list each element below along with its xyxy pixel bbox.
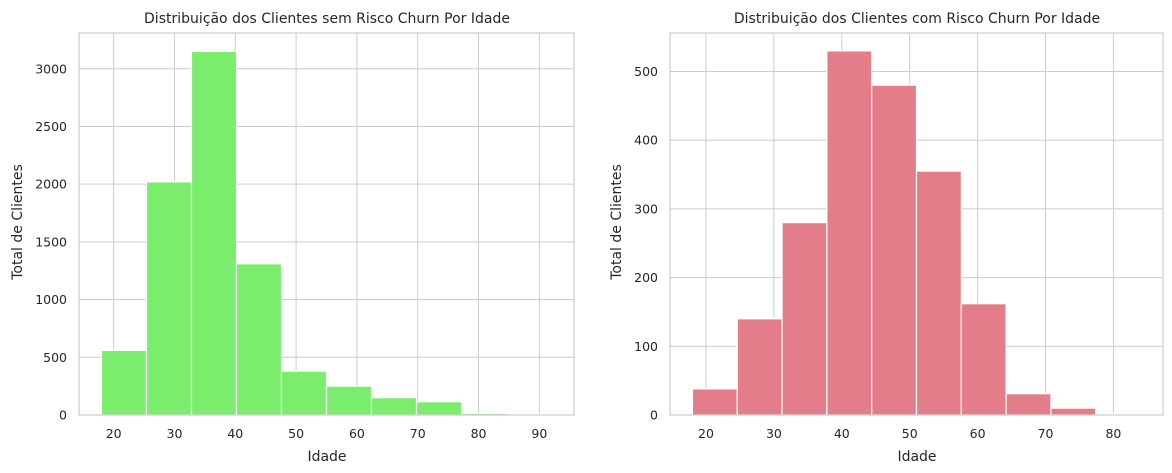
histogram-bar [100,349,148,416]
x-tick-label: 80 [1105,426,1121,441]
histogram-bar [145,181,193,416]
y-axis-label: Total de Clientes [609,164,625,281]
x-tick-label: 60 [349,426,365,441]
histogram-bar [235,263,283,416]
y-tick-label: 200 [634,270,658,285]
histogram-bar [190,50,238,416]
chart-com-risco: Distribuição dos Clientes com Risco Chur… [609,11,1164,465]
histogram-bar [280,370,328,416]
y-tick-label: 0 [59,408,67,423]
histogram-bar [781,222,828,416]
plot-frame [669,32,1164,416]
y-tick-label: 500 [634,64,658,79]
x-tick-label: 80 [471,426,487,441]
plot-frame [78,32,575,416]
histogram-bar [1005,393,1052,416]
histogram-bar [915,170,962,416]
x-tick-label: 50 [288,426,304,441]
chart-title: Distribuição dos Clientes com Risco Chur… [734,11,1100,27]
y-tick-label: 2500 [35,119,67,134]
x-tick-label: 20 [106,426,122,441]
x-tick-label: 30 [167,426,183,441]
x-tick-label: 70 [410,426,426,441]
y-tick-label: 500 [43,350,67,365]
y-tick-label: 400 [634,133,658,148]
histogram-bar [960,303,1007,416]
x-tick-label: 30 [766,426,782,441]
x-tick-label: 70 [1038,426,1054,441]
bars [100,50,553,416]
x-tick-label: 50 [902,426,918,441]
histogram-bar [691,388,738,416]
bars [691,50,1142,416]
x-axis-label: Idade [307,449,346,465]
histogram-bar [1050,407,1097,416]
x-tick-label: 40 [227,426,243,441]
y-tick-label: 1000 [35,292,67,307]
y-tick-label: 300 [634,201,658,216]
y-tick-label: 100 [634,339,658,354]
y-tick-label: 3000 [35,61,67,76]
histogram-bar [325,385,373,416]
x-tick-label: 90 [531,426,547,441]
histogram-bar [826,50,873,416]
x-tick-label: 40 [834,426,850,441]
y-tick-label: 1500 [35,234,67,249]
histogram-bar [415,401,463,416]
y-axis-label: Total de Clientes [10,164,26,281]
histogram-bar [370,397,418,416]
chart-title: Distribuição dos Clientes sem Risco Chur… [144,11,510,27]
histogram-bar [871,84,918,416]
x-tick-label: 60 [970,426,986,441]
y-tick-label: 2000 [35,177,67,192]
x-tick-label: 20 [698,426,714,441]
x-axis-label: Idade [897,449,936,465]
chart-sem-risco: Distribuição dos Clientes sem Risco Chur… [10,11,575,465]
y-tick-label: 0 [650,408,658,423]
histogram-bar [736,318,783,416]
